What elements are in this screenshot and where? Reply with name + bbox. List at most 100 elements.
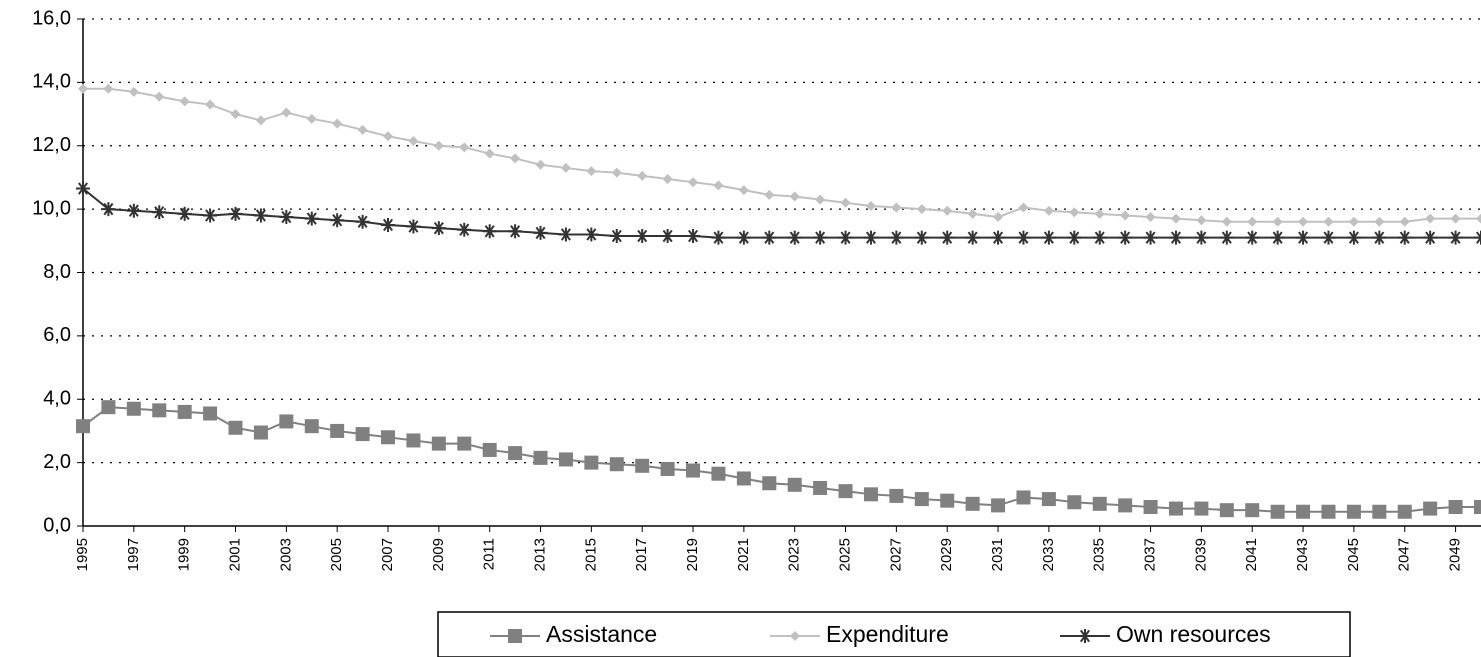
marker: [1245, 230, 1260, 245]
marker: [1474, 230, 1481, 245]
marker: [558, 452, 573, 467]
marker: [762, 476, 777, 491]
marker: [1298, 216, 1309, 227]
marker: [863, 487, 878, 502]
marker: [126, 203, 141, 218]
marker: [914, 230, 929, 245]
marker: [101, 202, 116, 217]
marker: [1041, 492, 1056, 507]
marker: [1092, 230, 1107, 245]
marker: [914, 492, 929, 507]
marker: [1323, 216, 1334, 227]
marker: [1016, 230, 1031, 245]
marker: [1194, 230, 1209, 245]
legend-label: Own resources: [1116, 621, 1271, 647]
y-tick-label: 6,0: [43, 324, 71, 346]
marker: [764, 189, 775, 200]
x-tick-label: 2005: [328, 538, 345, 571]
marker: [76, 181, 90, 196]
marker: [1425, 213, 1436, 224]
marker: [711, 466, 726, 481]
marker: [1118, 230, 1133, 245]
marker: [611, 167, 622, 178]
marker: [177, 206, 192, 221]
marker: [584, 455, 599, 470]
marker: [1374, 216, 1385, 227]
marker: [637, 170, 648, 181]
marker: [1423, 501, 1438, 516]
marker: [1346, 504, 1361, 519]
x-tick-label: 2019: [684, 538, 701, 571]
marker: [304, 211, 319, 226]
x-tick-label: 2037: [1142, 538, 1159, 571]
marker: [1296, 230, 1311, 245]
marker: [635, 229, 650, 244]
marker: [965, 496, 980, 511]
marker: [738, 185, 749, 196]
marker: [508, 446, 523, 461]
marker: [865, 200, 876, 211]
marker: [813, 230, 828, 245]
marker: [891, 202, 902, 213]
marker: [408, 135, 419, 146]
marker: [688, 177, 699, 188]
marker: [1094, 208, 1105, 219]
marker: [128, 86, 139, 97]
marker: [482, 224, 497, 239]
marker: [609, 457, 624, 472]
marker: [76, 419, 90, 434]
marker: [586, 166, 597, 177]
x-tick-label: 2015: [582, 538, 599, 571]
marker: [1194, 501, 1209, 516]
marker: [1118, 498, 1133, 513]
marker: [813, 480, 828, 495]
marker: [1041, 230, 1056, 245]
marker: [1196, 215, 1207, 226]
marker: [78, 83, 88, 94]
marker: [967, 208, 978, 219]
marker: [533, 450, 548, 465]
marker: [787, 230, 802, 245]
marker: [281, 107, 292, 118]
marker: [1474, 499, 1481, 514]
marker: [203, 406, 218, 421]
marker: [993, 212, 1004, 223]
marker: [1270, 504, 1285, 519]
marker: [228, 420, 243, 435]
marker: [1399, 216, 1410, 227]
marker: [1145, 212, 1156, 223]
marker: [838, 484, 853, 499]
marker: [942, 205, 953, 216]
x-tick-label: 2045: [1345, 538, 1362, 571]
marker: [1018, 202, 1029, 213]
marker: [686, 463, 701, 478]
marker: [991, 498, 1006, 513]
y-tick-label: 14,0: [32, 71, 71, 93]
marker: [1168, 230, 1183, 245]
y-tick-label: 16,0: [32, 7, 71, 29]
marker: [1272, 216, 1283, 227]
x-tick-label: 2029: [938, 538, 955, 571]
marker: [889, 230, 904, 245]
marker: [381, 430, 396, 445]
marker: [381, 217, 396, 232]
marker: [279, 414, 294, 429]
marker: [482, 442, 497, 457]
marker: [1143, 499, 1158, 514]
marker: [1296, 504, 1311, 519]
marker: [433, 140, 444, 151]
x-tick-label: 2027: [887, 538, 904, 571]
marker: [1092, 496, 1107, 511]
marker: [916, 204, 927, 215]
x-tick-label: 2017: [633, 538, 650, 571]
x-tick-label: 2049: [1447, 538, 1464, 571]
x-tick-label: 1999: [176, 538, 193, 571]
marker: [510, 153, 521, 164]
marker: [330, 213, 345, 228]
x-tick-label: 2031: [989, 538, 1006, 571]
legend-label: Assistance: [546, 621, 657, 647]
marker: [1143, 230, 1158, 245]
marker: [662, 174, 673, 185]
marker: [355, 214, 370, 229]
